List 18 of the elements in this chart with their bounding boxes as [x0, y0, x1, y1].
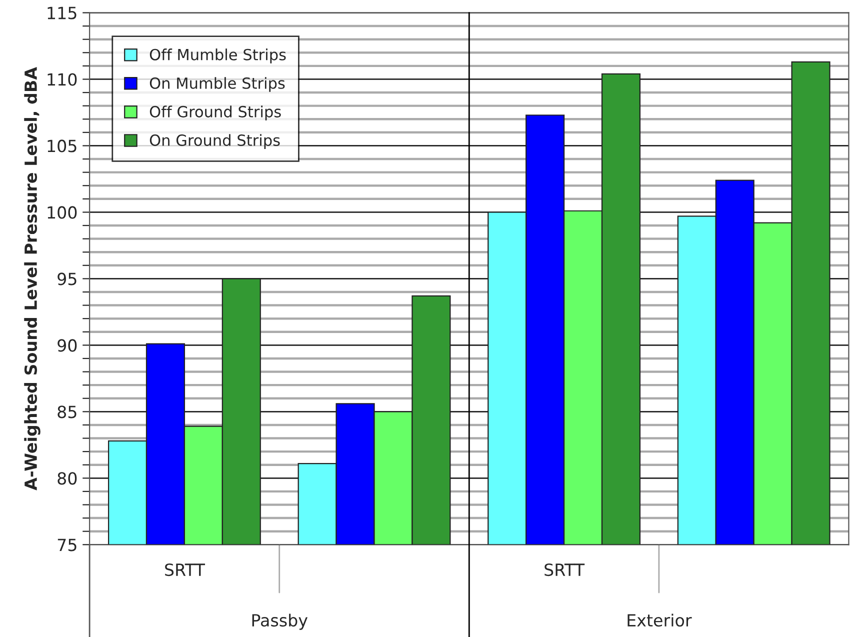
text: Exterior: [628, 614, 692, 627]
legend-label: Off Mumble Strips: [150, 48, 286, 64]
legend-label: Off Ground Strips: [150, 106, 281, 120]
x-tick-label: SRTT: [165, 563, 206, 576]
y-tick-label: 80: [58, 472, 77, 485]
y-tick-label: 115: [48, 6, 76, 20]
x-tick-label: SRTT: [544, 563, 585, 576]
y-tick-label: 110: [48, 73, 77, 86]
legend-label: On Ground Strips: [150, 134, 280, 149]
y-tick-label: 90: [58, 339, 77, 352]
y-axis-title: A-Weighted Sound Level Pressure Level, dBA: [24, 67, 40, 490]
y-tick-label: 85: [58, 406, 76, 418]
y-tick-label: 95: [58, 272, 76, 286]
legend-label: On Mumble Strips: [150, 77, 285, 92]
y-tick-label: 100: [48, 206, 77, 219]
y-tick-label: 105: [48, 140, 76, 152]
y-tick-label: 75: [58, 538, 76, 552]
text: Passby: [252, 614, 308, 630]
